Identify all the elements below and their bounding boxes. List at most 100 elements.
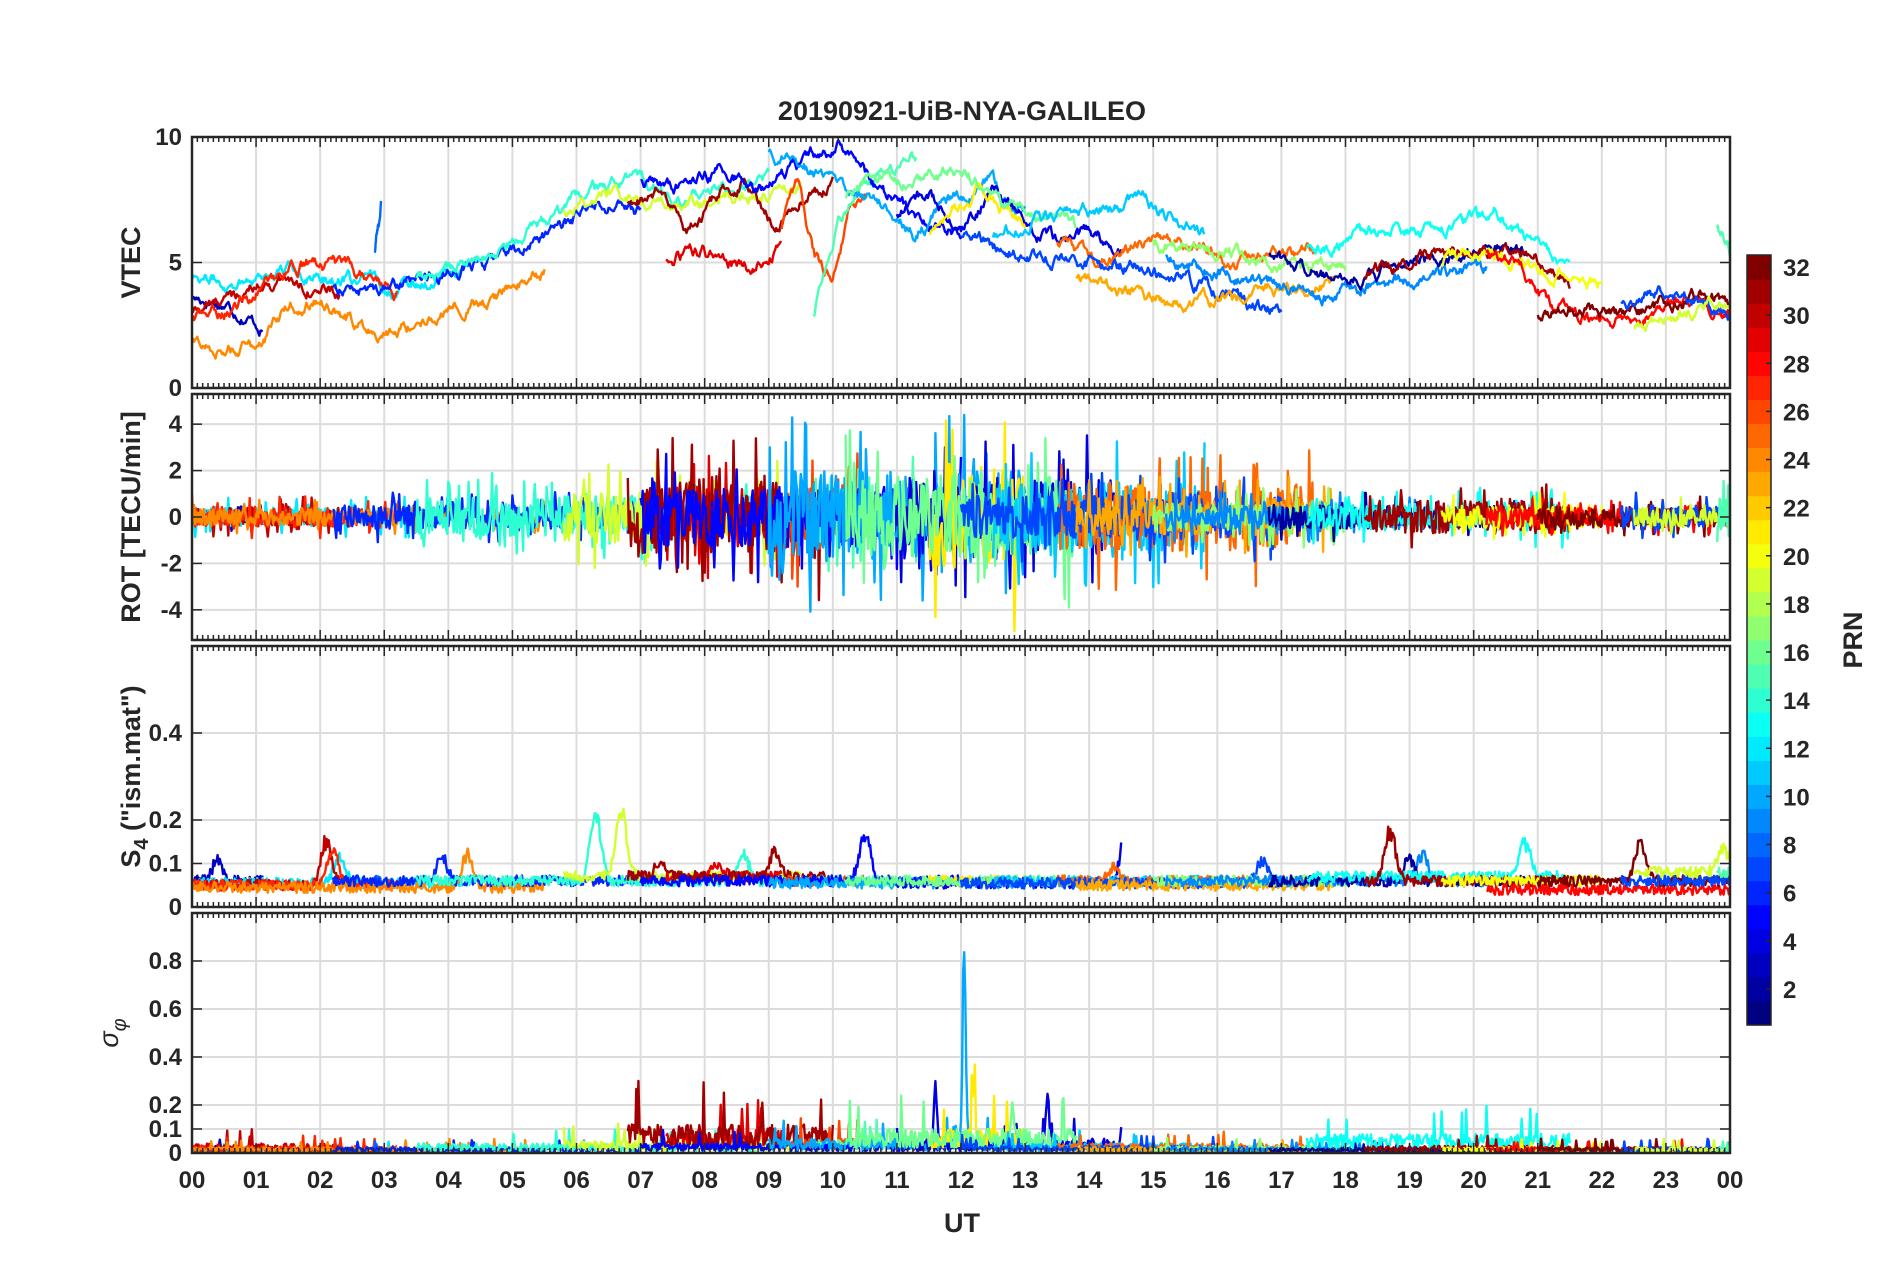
- panel-frame: [190, 135, 1732, 390]
- colorbar-segment: [1747, 904, 1771, 930]
- colorbar-tick-label: 10: [1783, 784, 1810, 811]
- colorbar-tick-label: 18: [1783, 592, 1810, 619]
- series-line-prn-16: [844, 429, 1078, 609]
- series-line-prn-3: [192, 295, 264, 337]
- x-axis-label: UT: [944, 1208, 980, 1238]
- panel-s4: 0 0.1 0.2 0.4S4 ("ism.mat"): [116, 644, 1732, 921]
- series-line-prn-10: [767, 148, 1027, 243]
- panel-frame: [190, 911, 1732, 1155]
- colorbar-segment: [1747, 519, 1771, 545]
- series-line-prn-15: [1716, 866, 1730, 879]
- colorbar-frame: [1746, 254, 1772, 1026]
- colorbar-tick-label: 20: [1783, 544, 1810, 571]
- y-tick-label: 10: [155, 124, 182, 151]
- series-line-prn-13: [1306, 836, 1571, 884]
- colorbar-tick-label: 16: [1783, 640, 1810, 667]
- series-line-prn-20: [1441, 247, 1603, 290]
- x-tick-label: 15: [1140, 1167, 1167, 1194]
- colorbar-segment: [1747, 712, 1771, 737]
- x-tick-label: 17: [1268, 1167, 1295, 1194]
- panel-vtec: 0 5 10 VTEC: [116, 124, 1732, 402]
- series-line-prn-7: [959, 471, 1283, 564]
- colorbar-tick-label: 28: [1783, 351, 1810, 378]
- colorbar-tick-label: 26: [1783, 399, 1810, 426]
- series-line-prn-24: [192, 268, 546, 360]
- colorbar-tick-label: 2: [1783, 977, 1796, 1004]
- colorbar-segment: [1747, 760, 1771, 785]
- colorbar-tick-label: 12: [1783, 736, 1810, 763]
- colorbar-tick-label: 8: [1783, 833, 1796, 860]
- y-axis-label-vtec: VTEC: [116, 226, 146, 298]
- colorbar-segment: [1747, 567, 1771, 593]
- x-tick-label: 09: [755, 1167, 782, 1194]
- panel-rot: -4 -2 0 2 4 ROT [TECU/min]: [116, 392, 1732, 642]
- x-tick-label: 20: [1460, 1167, 1487, 1194]
- y-tick-label: -4: [161, 597, 183, 624]
- series-line-prn-31: [1363, 483, 1571, 549]
- y-tick-label: 0.4: [149, 1044, 183, 1071]
- y-tick-label: 0.2: [149, 807, 182, 834]
- panel-sigma: 00.10.2 0.4 0.6 0.8 σφ: [94, 911, 1732, 1167]
- y-tick-label: -2: [161, 550, 182, 577]
- series-line-prn-8: [373, 200, 383, 254]
- x-tick-label: 03: [371, 1167, 398, 1194]
- series-line-prn-14: [415, 167, 770, 282]
- chart-title: 20190921-UiB-NYA-GALILEO: [778, 96, 1146, 126]
- y-tick-label: 0.2: [149, 1092, 182, 1119]
- x-tick-label: 21: [1524, 1167, 1551, 1194]
- colorbar-segment: [1747, 279, 1771, 304]
- colorbar-tick-label: 30: [1783, 303, 1810, 330]
- series-line-prn-5: [640, 138, 963, 240]
- series-group: [192, 138, 1730, 360]
- colorbar-tick-label: 14: [1783, 688, 1810, 715]
- y-tick-label: 2: [169, 458, 182, 485]
- series-line-prn-13: [1305, 205, 1571, 265]
- series-line-prn-31: [626, 1079, 834, 1149]
- panel-frame: [190, 392, 1732, 642]
- y-tick-label: 0.6: [149, 996, 182, 1023]
- x-tick-label: 05: [499, 1167, 526, 1194]
- series-line-prn-7: [1619, 874, 1730, 888]
- colorbar-segment: [1747, 952, 1771, 978]
- x-axis: 00 01 02 03 04 05 06 07 08 09 10 11 12 13 14 15 16 17 18 19…: [179, 1167, 1744, 1194]
- series-line-prn-28: [1486, 883, 1730, 897]
- panel-frame: [190, 644, 1732, 909]
- x-tick-label: 16: [1204, 1167, 1231, 1194]
- y-tick-label: 5: [169, 250, 182, 277]
- x-tick-label: 13: [1012, 1167, 1039, 1194]
- y-axis-label-sigma: σφ: [94, 1018, 131, 1047]
- series-line-prn-19: [1632, 496, 1730, 535]
- x-tick-label: 19: [1396, 1167, 1423, 1194]
- series-line-prn-15: [1716, 479, 1730, 542]
- series-group: [192, 413, 1730, 633]
- y-tick-label: 0.4: [149, 720, 183, 747]
- x-tick-label: 01: [243, 1167, 270, 1194]
- colorbar-segment: [1747, 856, 1771, 882]
- colorbar-segment: [1747, 808, 1771, 834]
- y-tick-label: 0: [169, 504, 182, 531]
- colorbar-segment: [1747, 615, 1771, 641]
- series-line-prn-15: [812, 151, 918, 318]
- x-tick-label: 06: [563, 1167, 590, 1194]
- y-tick-label: 0: [169, 1140, 182, 1167]
- series-line-prn-27: [192, 254, 399, 322]
- series-line-prn-24: [192, 847, 546, 894]
- series-line-prn-20: [1440, 874, 1603, 888]
- x-tick-label: 00: [1717, 1167, 1744, 1194]
- colorbar-tick-label: 22: [1783, 496, 1810, 523]
- y-axis-label-s4: S4 ("ism.mat"): [116, 685, 153, 867]
- colorbar-tick-label: 32: [1783, 255, 1810, 282]
- series-group: [192, 807, 1730, 897]
- colorbar-segment: [1747, 327, 1771, 352]
- x-tick-label: 14: [1076, 1167, 1103, 1194]
- series-line-prn-28: [1485, 249, 1730, 329]
- colorbar-segment: [1747, 664, 1771, 689]
- series-line-prn-11: [991, 189, 1206, 239]
- series-line-prn-17: [1152, 239, 1347, 274]
- x-tick-label: 02: [307, 1167, 334, 1194]
- series-line-prn-31: [1363, 825, 1571, 888]
- y-tick-label: 0: [169, 894, 182, 921]
- x-tick-label: 04: [435, 1167, 462, 1194]
- series-line-prn-19: [1632, 295, 1730, 333]
